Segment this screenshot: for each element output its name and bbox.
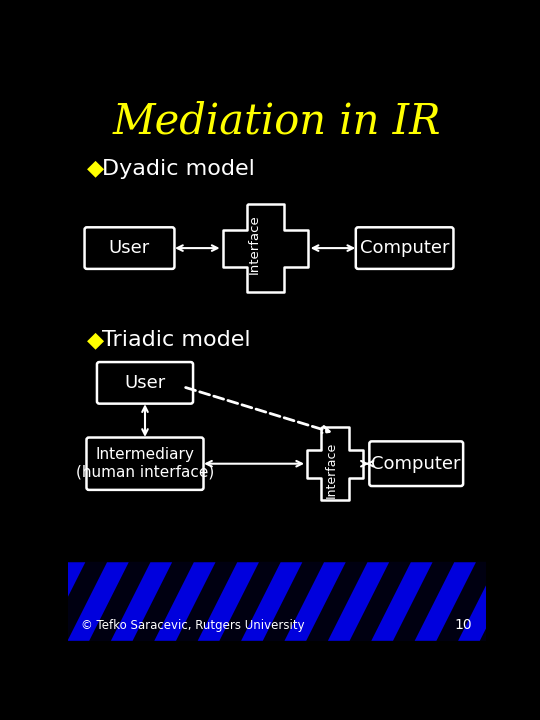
Polygon shape: [328, 562, 389, 641]
Text: Mediation in IR: Mediation in IR: [112, 100, 441, 142]
Polygon shape: [154, 562, 215, 641]
Text: User: User: [109, 239, 150, 257]
FancyBboxPatch shape: [97, 362, 193, 404]
Polygon shape: [68, 562, 129, 641]
Text: User: User: [124, 374, 166, 392]
FancyBboxPatch shape: [369, 441, 463, 486]
Polygon shape: [372, 562, 433, 641]
FancyBboxPatch shape: [85, 228, 174, 269]
Polygon shape: [285, 562, 346, 641]
Text: Intermediary
(human interface): Intermediary (human interface): [76, 448, 214, 480]
Text: 10: 10: [455, 618, 472, 632]
Text: Interface: Interface: [325, 442, 338, 498]
Polygon shape: [0, 562, 42, 641]
Text: Computer: Computer: [372, 455, 461, 473]
FancyBboxPatch shape: [86, 438, 204, 490]
Polygon shape: [502, 562, 540, 641]
Bar: [68, 562, 486, 641]
Text: Computer: Computer: [360, 239, 449, 257]
Text: Triadic model: Triadic model: [102, 330, 250, 351]
Polygon shape: [458, 562, 519, 641]
Text: ◆: ◆: [87, 159, 104, 179]
Text: Interface: Interface: [248, 215, 261, 274]
Polygon shape: [241, 562, 302, 641]
Polygon shape: [415, 562, 476, 641]
Text: © Tefko Saracevic, Rutgers University: © Tefko Saracevic, Rutgers University: [82, 619, 305, 632]
Polygon shape: [198, 562, 259, 641]
Text: Dyadic model: Dyadic model: [102, 159, 254, 179]
FancyBboxPatch shape: [356, 228, 454, 269]
Polygon shape: [111, 562, 172, 641]
Polygon shape: [24, 562, 85, 641]
Text: ◆: ◆: [87, 330, 104, 351]
